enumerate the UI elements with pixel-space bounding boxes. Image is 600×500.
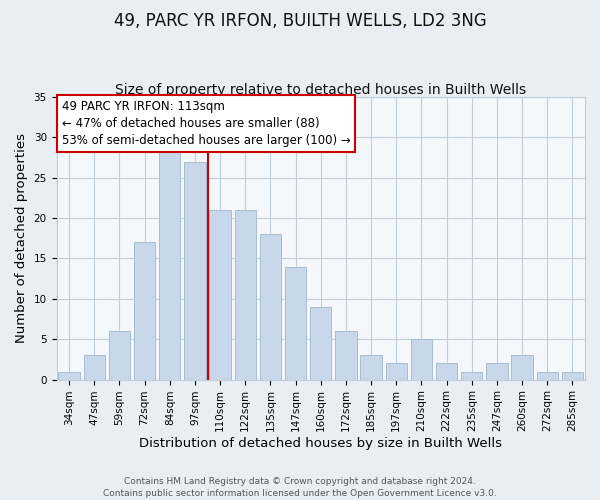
- Bar: [361, 356, 382, 380]
- Title: Size of property relative to detached houses in Builth Wells: Size of property relative to detached ho…: [115, 83, 526, 97]
- Bar: [209, 210, 231, 380]
- Bar: [83, 356, 105, 380]
- Bar: [134, 242, 155, 380]
- Bar: [235, 210, 256, 380]
- Bar: [310, 307, 331, 380]
- Bar: [159, 146, 181, 380]
- X-axis label: Distribution of detached houses by size in Builth Wells: Distribution of detached houses by size …: [139, 437, 502, 450]
- Bar: [285, 266, 306, 380]
- Bar: [411, 339, 432, 380]
- Bar: [511, 356, 533, 380]
- Bar: [335, 331, 356, 380]
- Bar: [58, 372, 80, 380]
- Bar: [486, 364, 508, 380]
- Bar: [436, 364, 457, 380]
- Bar: [386, 364, 407, 380]
- Text: 49 PARC YR IRFON: 113sqm
← 47% of detached houses are smaller (88)
53% of semi-d: 49 PARC YR IRFON: 113sqm ← 47% of detach…: [62, 100, 350, 147]
- Bar: [260, 234, 281, 380]
- Bar: [184, 162, 206, 380]
- Y-axis label: Number of detached properties: Number of detached properties: [15, 134, 28, 344]
- Bar: [461, 372, 482, 380]
- Text: Contains HM Land Registry data © Crown copyright and database right 2024.
Contai: Contains HM Land Registry data © Crown c…: [103, 476, 497, 498]
- Bar: [109, 331, 130, 380]
- Text: 49, PARC YR IRFON, BUILTH WELLS, LD2 3NG: 49, PARC YR IRFON, BUILTH WELLS, LD2 3NG: [113, 12, 487, 30]
- Bar: [536, 372, 558, 380]
- Bar: [562, 372, 583, 380]
